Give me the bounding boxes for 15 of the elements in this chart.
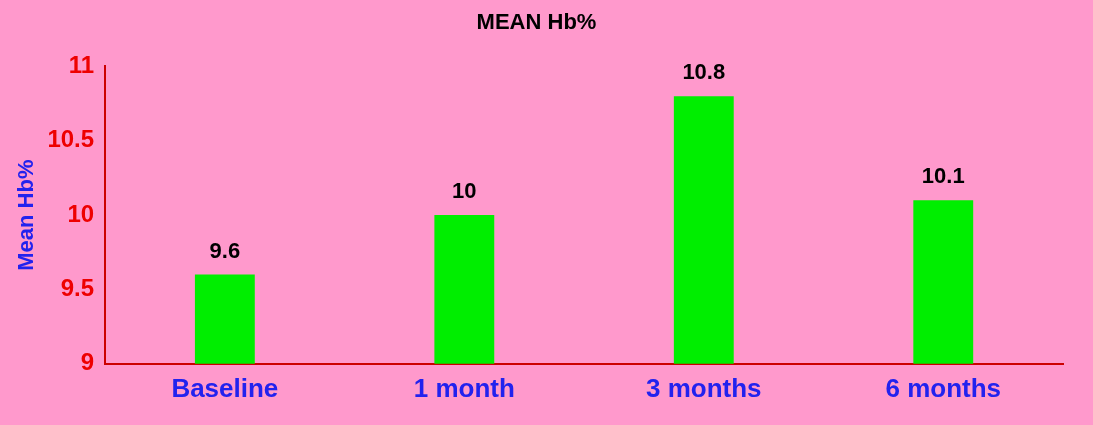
y-tick-label: 10.5 bbox=[47, 125, 95, 153]
data-label: 10 bbox=[452, 178, 477, 204]
y-axis-title: Mean Hb% bbox=[13, 159, 39, 271]
y-tick-label: 11 bbox=[68, 51, 95, 79]
y-tick-label: 9 bbox=[80, 348, 95, 376]
x-tick-label: 3 months bbox=[646, 372, 762, 403]
y-tick-label: 10 bbox=[67, 199, 95, 227]
data-label: 10.8 bbox=[682, 59, 726, 85]
chart-title: MEAN Hb% bbox=[476, 9, 597, 35]
data-label: 10.1 bbox=[921, 163, 965, 189]
data-label: 9.6 bbox=[209, 237, 241, 263]
y-tick-label: 9.5 bbox=[60, 274, 95, 302]
x-tick-label: Baseline bbox=[171, 372, 279, 403]
x-tick-label: 6 months bbox=[885, 372, 1002, 403]
x-tick-label: 1 month bbox=[413, 372, 515, 403]
